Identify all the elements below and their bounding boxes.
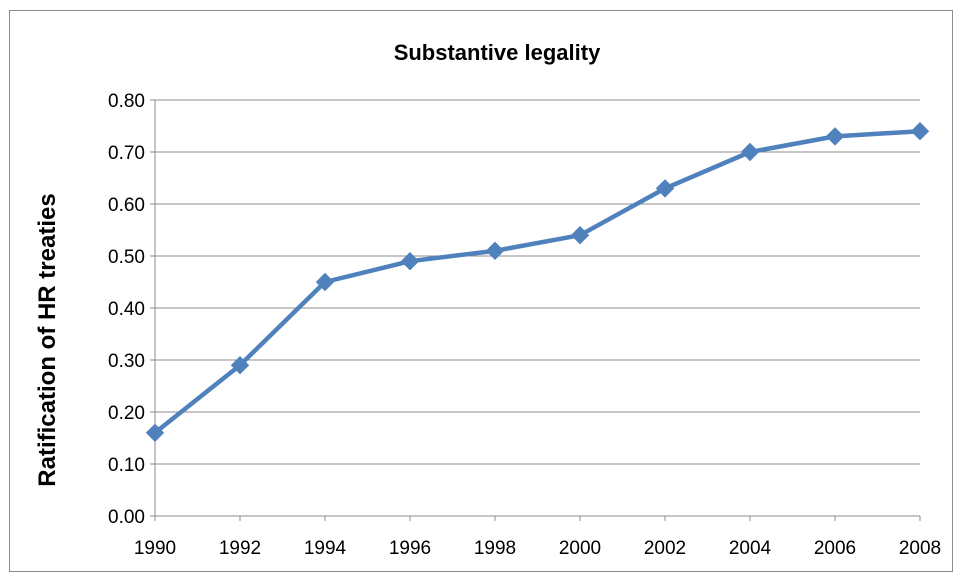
x-tick-label: 2006 [814, 538, 856, 559]
y-tick-label: 0.50 [108, 247, 145, 268]
x-tick-label: 2000 [559, 538, 601, 559]
y-tick-label: 0.70 [108, 143, 145, 164]
x-tick-label: 2008 [899, 538, 941, 559]
y-tick-label: 0.60 [108, 195, 145, 216]
x-tick-label: 1994 [304, 538, 347, 559]
x-tick-label: 1992 [219, 538, 261, 559]
y-tick-label: 0.10 [108, 455, 145, 476]
chart-title: Substantive legality [394, 40, 601, 65]
y-tick-label: 0.30 [108, 351, 145, 372]
x-tick-label: 2004 [729, 538, 772, 559]
y-tick-label: 0.00 [108, 507, 145, 528]
data-point-marker [145, 423, 165, 443]
y-axis-title: Ratification of HR treaties [34, 193, 61, 486]
data-point-marker [230, 355, 250, 375]
data-point-marker [655, 179, 675, 198]
y-tick-label: 0.80 [108, 91, 145, 112]
series-line [152, 128, 923, 436]
data-point-marker [485, 241, 505, 261]
gridlines [155, 99, 920, 465]
axes [150, 99, 921, 521]
x-tick-label: 1998 [474, 538, 516, 559]
data-point-marker [740, 142, 760, 162]
data-point-marker [825, 127, 845, 146]
y-tick-label: 0.20 [108, 403, 145, 424]
y-tick-label: 0.40 [108, 299, 145, 320]
data-point-marker [400, 251, 420, 271]
x-tick-label: 1996 [389, 538, 431, 559]
data-point-marker [315, 272, 335, 292]
x-axis-tick-labels: 1990 1992 1994 1996 1998 2000 2002 2004 2006 2008 [134, 538, 941, 559]
x-tick-label: 1990 [134, 538, 176, 559]
chart-frame [9, 10, 953, 572]
y-axis-tick-labels: 0.00 0.10 0.20 0.30 0.40 0.50 0.60 0.70 0.80 [108, 91, 145, 528]
series-layer [145, 121, 930, 443]
data-point-marker [570, 225, 590, 245]
x-tick-label: 2002 [644, 538, 686, 559]
data-point-marker [910, 121, 930, 141]
